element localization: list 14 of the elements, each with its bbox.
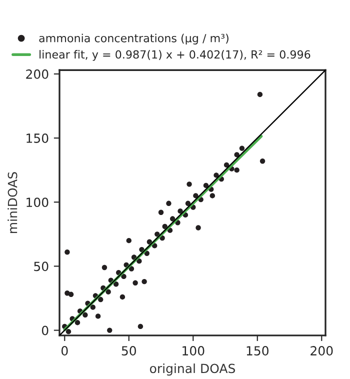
x-tick-label: 50 xyxy=(122,346,136,356)
y-tick-label: 0 xyxy=(42,326,48,336)
x-tick-label: 150 xyxy=(246,346,268,356)
x-tick-label: 0 xyxy=(61,346,68,356)
y-tick-label: 150 xyxy=(26,134,48,143)
x-axis-title: original DOAS xyxy=(150,363,236,376)
legend-label: linear fit, y = 0.987(1) x + 0.402(17), R² = 0.996 xyxy=(40,50,310,61)
y-tick-label: 50 xyxy=(34,262,48,272)
y-tick-label: 200 xyxy=(26,69,48,79)
legend-label: ammonia concentrations (μg / m³) xyxy=(39,34,228,44)
x-tick-label: 100 xyxy=(182,346,204,356)
y-axis-title: miniDOAS xyxy=(8,172,18,234)
y-tick-label: 100 xyxy=(26,198,48,208)
x-tick-label: 200 xyxy=(310,346,333,356)
